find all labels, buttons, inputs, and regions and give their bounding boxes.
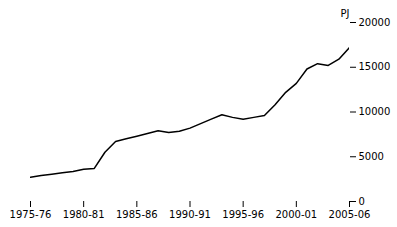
- svg-text:20000: 20000: [359, 17, 391, 28]
- svg-text:15000: 15000: [359, 61, 391, 72]
- svg-text:1985-86: 1985-86: [116, 209, 158, 220]
- svg-text:1980-81: 1980-81: [63, 209, 105, 220]
- svg-text:2005-06: 2005-06: [329, 209, 371, 220]
- svg-text:1975-76: 1975-76: [10, 209, 52, 220]
- svg-text:5000: 5000: [359, 151, 384, 162]
- svg-text:PJ: PJ: [341, 8, 350, 19]
- svg-text:10000: 10000: [359, 106, 391, 117]
- svg-text:1995-96: 1995-96: [222, 209, 264, 220]
- svg-text:2000-01: 2000-01: [275, 209, 317, 220]
- svg-text:1990-91: 1990-91: [169, 209, 211, 220]
- svg-text:0: 0: [359, 196, 365, 207]
